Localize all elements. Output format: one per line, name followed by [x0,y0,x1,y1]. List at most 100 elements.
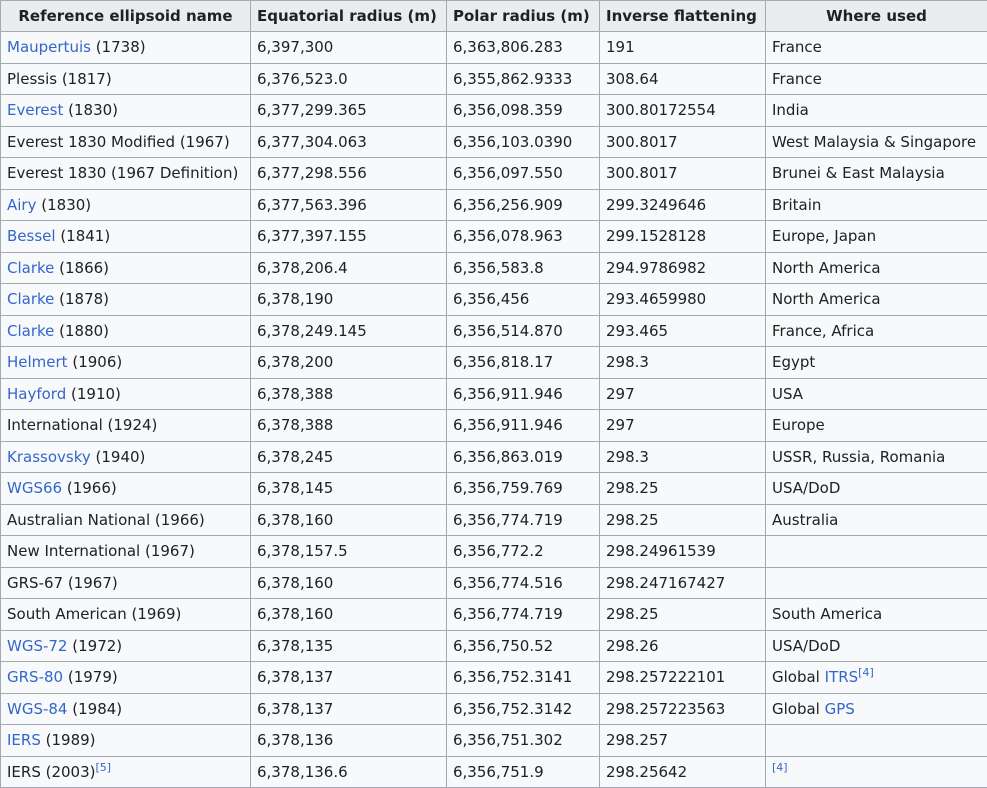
ellipsoid-link[interactable]: IERS [7,731,41,749]
cell-where-used: India [766,95,987,127]
ellipsoid-link[interactable]: Everest [7,101,63,119]
cell-where-used: USA/DoD [766,630,987,662]
cell-equatorial-radius: 6,378,388 [251,410,447,442]
ellipsoid-year: (1841) [56,227,111,245]
cell-equatorial-radius: 6,378,388 [251,378,447,410]
ellipsoid-link[interactable]: WGS-84 [7,700,67,718]
cell-inverse-flattening: 299.3249646 [600,189,766,221]
ellipsoid-name-text: Everest 1830 (1967 Definition) [7,164,238,182]
cell-polar-radius: 6,356,818.17 [447,347,600,379]
cell-polar-radius: 6,356,772.2 [447,536,600,568]
cell-where-used: France, Africa [766,315,987,347]
cell-ellipsoid-name: Helmert (1906) [1,347,251,379]
cell-inverse-flattening: 299.1528128 [600,221,766,253]
cell-where-used: Global GPS [766,693,987,725]
cell-ellipsoid-name: Airy (1830) [1,189,251,221]
cell-inverse-flattening: 294.9786982 [600,252,766,284]
cell-polar-radius: 6,356,103.0390 [447,126,600,158]
where-used-text: France [772,38,822,56]
where-used-text: Egypt [772,353,815,371]
cell-polar-radius: 6,356,911.946 [447,378,600,410]
where-used-text: Britain [772,196,821,214]
ellipsoid-year: (1878) [54,290,109,308]
cell-ellipsoid-name: South American (1969) [1,599,251,631]
cell-ellipsoid-name: IERS (2003)[5] [1,756,251,788]
cell-inverse-flattening: 293.4659980 [600,284,766,316]
cell-inverse-flattening: 308.64 [600,63,766,95]
header-row: Reference ellipsoid name Equatorial radi… [1,1,987,32]
ellipsoid-link[interactable]: Bessel [7,227,56,245]
ellipsoid-link[interactable]: Clarke [7,290,54,308]
ellipsoid-link[interactable]: Helmert [7,353,68,371]
cell-polar-radius: 6,356,583.8 [447,252,600,284]
reference-link[interactable]: [4] [858,666,874,679]
cell-inverse-flattening: 298.26 [600,630,766,662]
ellipsoid-link[interactable]: Maupertuis [7,38,91,56]
cell-polar-radius: 6,356,256.909 [447,189,600,221]
col-header-where-used[interactable]: Where used [766,1,987,32]
cell-ellipsoid-name: GRS-80 (1979) [1,662,251,694]
cell-equatorial-radius: 6,378,135 [251,630,447,662]
reference-superscript: [4] [772,761,788,774]
col-header-name[interactable]: Reference ellipsoid name [1,1,251,32]
reference-superscript: [5] [96,761,112,774]
cell-polar-radius: 6,356,098.359 [447,95,600,127]
cell-polar-radius: 6,356,759.769 [447,473,600,505]
ellipsoid-link[interactable]: Clarke [7,322,54,340]
ellipsoid-name-text: IERS (2003) [7,763,96,781]
ellipsoid-link[interactable]: Krassovsky [7,448,91,466]
cell-ellipsoid-name: Clarke (1866) [1,252,251,284]
cell-polar-radius: 6,356,752.3141 [447,662,600,694]
cell-where-used: South America [766,599,987,631]
where-used-text: Australia [772,511,838,529]
table-row: Everest 1830 (1967 Definition)6,377,298.… [1,158,987,190]
cell-where-used: North America [766,284,987,316]
cell-equatorial-radius: 6,377,563.396 [251,189,447,221]
where-used-text: Brunei & East Malaysia [772,164,945,182]
col-header-polar[interactable]: Polar radius (m) [447,1,600,32]
cell-ellipsoid-name: Clarke (1880) [1,315,251,347]
ellipsoid-link[interactable]: GRS-80 [7,668,63,686]
ellipsoid-year: (1984) [67,700,122,718]
col-header-equatorial[interactable]: Equatorial radius (m) [251,1,447,32]
ellipsoid-link[interactable]: Clarke [7,259,54,277]
where-used-text: Global [772,668,825,686]
cell-where-used: USA/DoD [766,473,987,505]
reference-link[interactable]: [4] [772,761,788,774]
ellipsoid-name-text: South American (1969) [7,605,181,623]
cell-equatorial-radius: 6,378,160 [251,599,447,631]
ellipsoid-link[interactable]: Airy [7,196,36,214]
where-used-text: North America [772,259,881,277]
cell-where-used: Britain [766,189,987,221]
cell-ellipsoid-name: Hayford (1910) [1,378,251,410]
cell-polar-radius: 6,356,750.52 [447,630,600,662]
where-used-link[interactable]: ITRS [825,668,859,686]
reference-link[interactable]: [5] [96,761,112,774]
ellipsoid-link[interactable]: WGS-72 [7,637,67,655]
cell-ellipsoid-name: Maupertuis (1738) [1,32,251,64]
cell-equatorial-radius: 6,376,523.0 [251,63,447,95]
cell-where-used: Europe, Japan [766,221,987,253]
where-used-link[interactable]: GPS [825,700,855,718]
cell-inverse-flattening: 293.465 [600,315,766,347]
ellipsoid-name-text: New International (1967) [7,542,195,560]
cell-equatorial-radius: 6,377,299.365 [251,95,447,127]
cell-polar-radius: 6,363,806.283 [447,32,600,64]
ellipsoid-link[interactable]: Hayford [7,385,66,403]
col-header-inverse-flattening[interactable]: Inverse flattening [600,1,766,32]
ellipsoid-link[interactable]: WGS66 [7,479,62,497]
ellipsoid-year: (1830) [36,196,91,214]
cell-equatorial-radius: 6,378,136.6 [251,756,447,788]
cell-ellipsoid-name: WGS66 (1966) [1,473,251,505]
